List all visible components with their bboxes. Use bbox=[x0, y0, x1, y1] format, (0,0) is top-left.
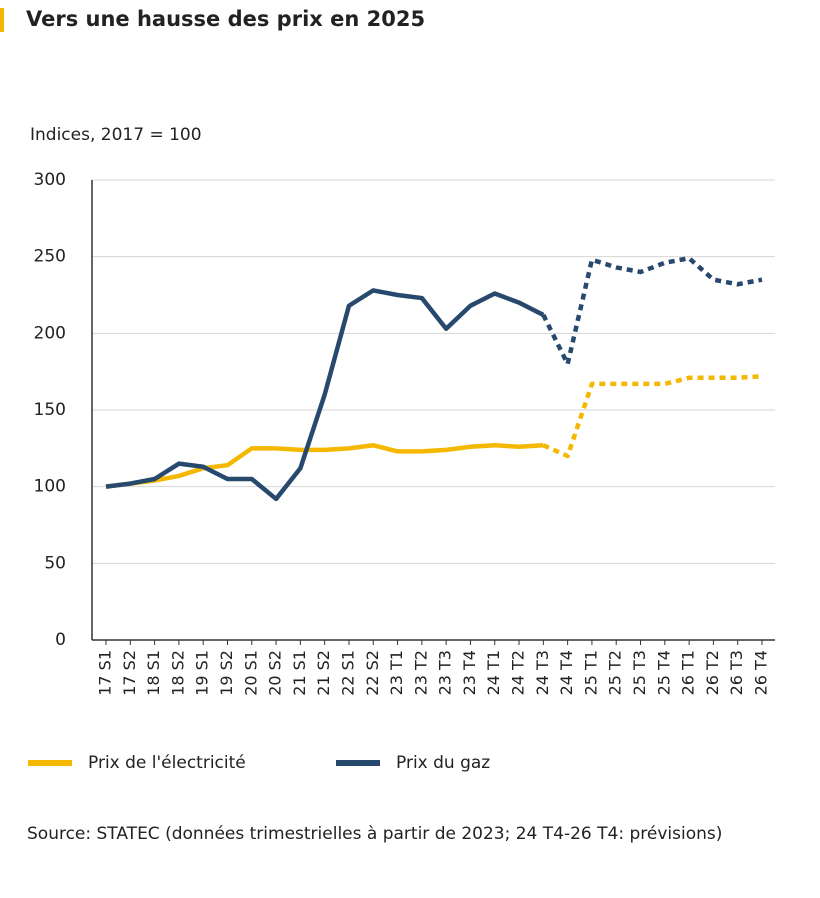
forecast-line bbox=[541, 255, 763, 367]
x-tick-label: 22 S2 bbox=[363, 650, 382, 696]
x-tick-label: 20 S2 bbox=[266, 650, 285, 696]
title-accent bbox=[0, 8, 4, 32]
x-tick-label: 25 T3 bbox=[630, 650, 649, 695]
x-tick-label: 26 T3 bbox=[727, 650, 746, 695]
x-tick-label: 26 T1 bbox=[679, 650, 698, 695]
series-line bbox=[105, 443, 544, 489]
legend-label: Prix du gaz bbox=[396, 753, 490, 773]
x-tick-label: 18 S1 bbox=[144, 650, 163, 696]
series-line bbox=[105, 288, 545, 502]
x-tick-label: 20 S1 bbox=[241, 650, 260, 696]
x-tick-label: 21 S1 bbox=[290, 650, 309, 696]
x-tick-label: 25 T1 bbox=[581, 650, 600, 695]
x-tick-label: 23 T4 bbox=[460, 650, 479, 695]
y-tick-label: 300 bbox=[34, 170, 66, 190]
legend-label: Prix de l'électricité bbox=[88, 753, 246, 773]
x-tick-label: 18 S2 bbox=[168, 650, 187, 696]
y-tick-label: 0 bbox=[55, 630, 66, 650]
x-tick-label: 22 S1 bbox=[338, 650, 357, 696]
x-tick-label: 24 T4 bbox=[557, 650, 576, 695]
x-tick-label: 24 T2 bbox=[509, 650, 528, 695]
x-tick-label: 24 T1 bbox=[484, 650, 503, 695]
x-tick-label: 23 T1 bbox=[387, 650, 406, 695]
x-tick-label: 23 T2 bbox=[411, 650, 430, 695]
x-tick-label: 25 T4 bbox=[654, 650, 673, 695]
forecast-line bbox=[542, 374, 763, 459]
x-tick-label: 17 S1 bbox=[96, 650, 115, 696]
y-tick-label: 150 bbox=[34, 400, 66, 420]
y-tick-label: 50 bbox=[44, 553, 66, 573]
x-tick-label: 26 T4 bbox=[752, 650, 771, 695]
chart: Vers une hausse des prix en 2025 Indices… bbox=[0, 7, 775, 773]
y-tick-label: 100 bbox=[34, 477, 66, 497]
y-axis-label: Indices, 2017 = 100 bbox=[30, 125, 202, 145]
y-tick-label: 200 bbox=[34, 323, 66, 343]
x-tick-label: 21 S2 bbox=[314, 650, 333, 696]
x-tick-label: 19 S2 bbox=[217, 650, 236, 696]
x-tick-label: 25 T2 bbox=[606, 650, 625, 695]
x-tick-label: 19 S1 bbox=[193, 650, 212, 696]
x-tick-label: 17 S2 bbox=[120, 650, 139, 696]
x-tick-label: 24 T3 bbox=[533, 650, 552, 695]
chart-title: Vers une hausse des prix en 2025 bbox=[26, 7, 425, 31]
x-tick-label: 26 T2 bbox=[703, 650, 722, 695]
y-tick-label: 250 bbox=[34, 247, 66, 267]
x-tick-label: 23 T3 bbox=[436, 650, 455, 695]
source-note: Source: STATEC (données trimestrielles à… bbox=[27, 824, 723, 844]
